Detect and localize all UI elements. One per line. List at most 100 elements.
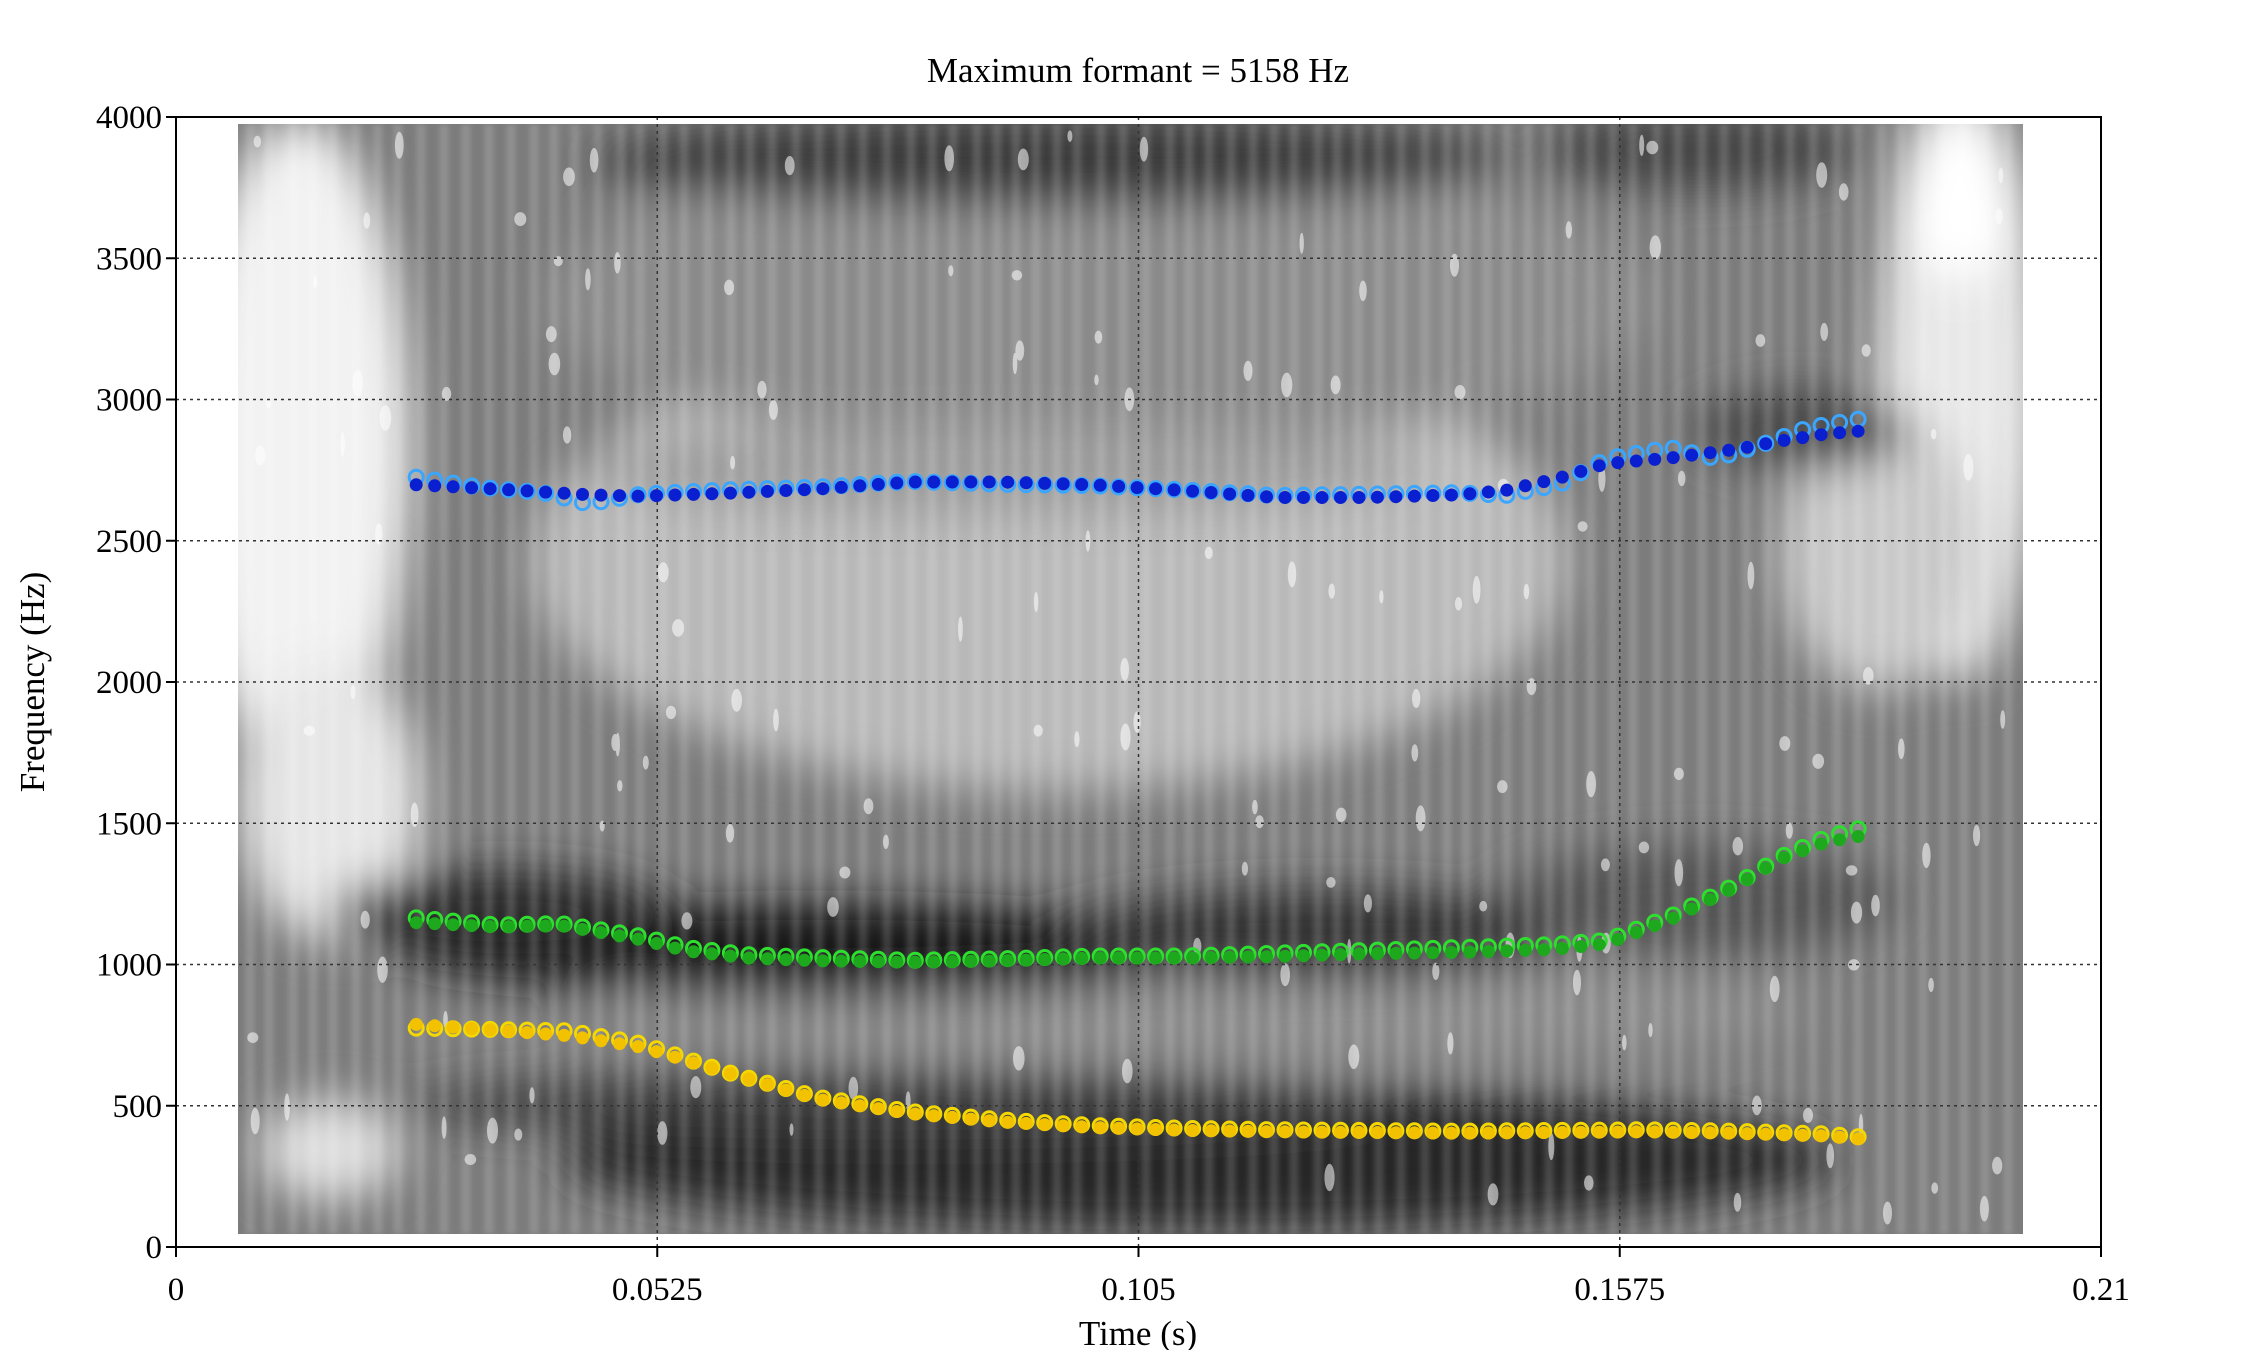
data-point: [1611, 456, 1625, 470]
data-point: [742, 951, 756, 965]
data-point: [1241, 950, 1255, 964]
data-point: [1019, 953, 1033, 967]
data-point: [1574, 940, 1588, 953]
data-point: [816, 1093, 830, 1107]
data-point: [1629, 454, 1643, 468]
data-point: [945, 955, 959, 969]
data-point: [964, 1112, 978, 1126]
y-tick-label: 2000: [96, 665, 162, 701]
data-point: [668, 488, 682, 502]
data-point: [1186, 1124, 1200, 1137]
data-point: [687, 487, 700, 501]
data-point: [539, 919, 553, 933]
data-point: [1186, 951, 1200, 965]
grid-lines: [176, 117, 2101, 1247]
data-point: [1814, 428, 1828, 442]
y-tick-label: 0: [146, 1230, 163, 1266]
data-point: [1260, 490, 1273, 504]
data-point: [1685, 902, 1699, 916]
data-point: [539, 485, 553, 499]
x-axis-title: Time (s): [1079, 1314, 1197, 1350]
data-point: [1223, 950, 1237, 964]
data-point: [465, 481, 479, 495]
data-point: [1685, 448, 1699, 462]
data-point: [816, 482, 830, 496]
data-point: [1703, 893, 1717, 907]
series-f3-filled-circle: [409, 424, 1865, 504]
data-point: [1352, 947, 1366, 961]
data-point: [1703, 1126, 1717, 1140]
data-point: [1629, 926, 1643, 940]
data-point: [502, 920, 516, 934]
data-point: [576, 1031, 589, 1045]
data-point: [779, 953, 793, 967]
data-point: [1537, 943, 1551, 957]
data-point: [816, 954, 830, 968]
data-point: [1315, 948, 1329, 962]
data-point: [890, 1105, 904, 1118]
data-point: [631, 489, 645, 503]
y-axis: 0 500 1000 1500 2000 2500 3000 3500 4000: [96, 100, 176, 1266]
data-point: [1759, 861, 1773, 875]
data-point: [1851, 1132, 1865, 1146]
data-point: [631, 1040, 645, 1054]
data-point: [1204, 1124, 1218, 1138]
data-point: [797, 1088, 811, 1102]
y-tick-label: 1500: [96, 806, 162, 842]
data-point: [1001, 475, 1015, 489]
data-point: [1370, 947, 1384, 961]
data-point: [1740, 1127, 1754, 1141]
data-point: [1518, 479, 1532, 493]
data-point: [446, 1020, 460, 1034]
data-point: [1075, 951, 1089, 965]
data-point: [1147, 480, 1165, 498]
data-point: [1481, 485, 1495, 499]
x-axis: 0 0.0525 0.105 0.1575 0.21: [168, 1247, 2130, 1308]
data-point: [502, 483, 516, 497]
data-point: [1389, 490, 1403, 504]
data-point: [1537, 1126, 1551, 1139]
data-point: [1833, 1130, 1847, 1144]
x-tick-label: 0.21: [2072, 1272, 2130, 1308]
data-point: [1518, 1126, 1532, 1140]
data-point: [1814, 837, 1828, 851]
data-point: [1370, 490, 1384, 504]
data-point: [483, 1023, 497, 1037]
data-point: [1297, 491, 1310, 504]
data-point: [982, 1114, 996, 1128]
data-point: [613, 929, 626, 943]
data-point: [1555, 941, 1569, 955]
data-point: [908, 955, 922, 969]
data-point: [1722, 883, 1736, 897]
data-point: [1500, 1126, 1514, 1140]
data-point: [446, 480, 460, 494]
data-point: [1666, 451, 1680, 465]
data-point: [1629, 1125, 1643, 1139]
data-point: [1426, 946, 1440, 960]
data-point: [1648, 1125, 1662, 1139]
data-point: [1241, 1124, 1255, 1138]
data-point: [1167, 951, 1181, 965]
data-point: [1463, 1126, 1477, 1140]
series-f2-filled-circle: [409, 830, 1865, 969]
data-point: [1537, 475, 1551, 489]
data-point: [428, 1019, 442, 1033]
data-point: [1444, 488, 1458, 502]
data-point: [502, 1024, 516, 1038]
data-point: [760, 1078, 774, 1092]
data-point: [1093, 1121, 1107, 1135]
data-point: [1611, 933, 1625, 946]
data-point: [1019, 1116, 1033, 1130]
data-point: [483, 920, 497, 934]
data-point: [1075, 478, 1089, 491]
data-point: [1481, 945, 1495, 958]
data-point: [1740, 440, 1754, 454]
data-point: [1260, 950, 1273, 964]
data-point: [1056, 477, 1070, 491]
data-point: [1833, 426, 1847, 440]
data-point: [1574, 464, 1588, 478]
data-point: [1056, 1119, 1070, 1133]
data-point: [1167, 483, 1181, 497]
data-point: [925, 473, 943, 491]
data-point: [834, 480, 848, 494]
